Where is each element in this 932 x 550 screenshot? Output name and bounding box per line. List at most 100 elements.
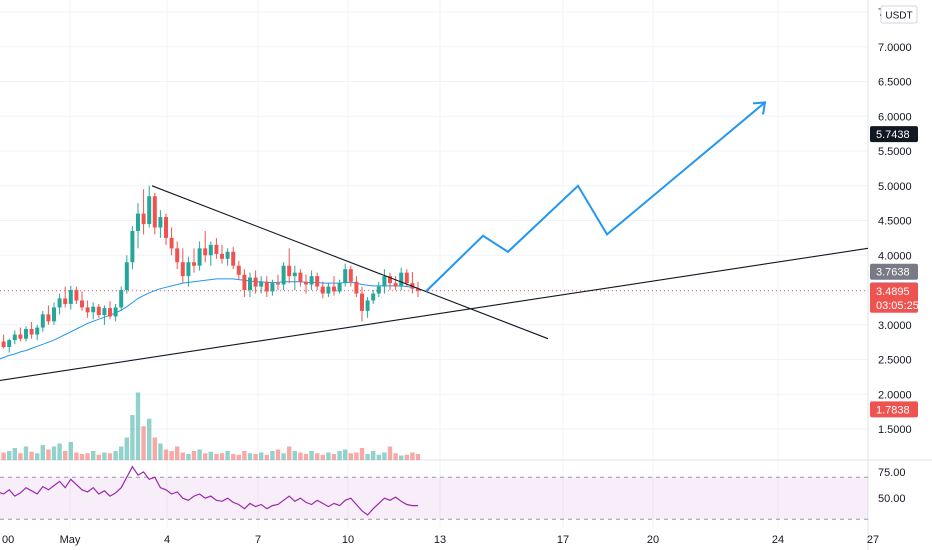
candle-body <box>365 300 370 311</box>
volume-bar <box>343 449 348 460</box>
candle-body <box>152 196 157 228</box>
volume-bar <box>348 453 353 460</box>
volume-bar <box>85 453 90 460</box>
candle-body <box>214 244 219 254</box>
volume-bar <box>35 453 40 460</box>
candle <box>164 213 168 245</box>
price-tick-label: 2.0000 <box>878 389 912 401</box>
rsi-panel <box>0 465 868 520</box>
candle-body <box>29 328 34 335</box>
volume-bar <box>399 455 404 460</box>
candle <box>197 241 202 271</box>
time-tick-label: May <box>60 534 81 546</box>
price-label-text: 1.7838 <box>876 404 910 416</box>
candle <box>371 290 376 304</box>
candle <box>337 279 342 294</box>
candle-body <box>63 298 68 304</box>
candle-body <box>416 288 420 291</box>
candle-body <box>136 213 140 231</box>
candle <box>175 241 180 270</box>
candle-body <box>225 251 230 259</box>
volume-bar <box>63 451 68 460</box>
candle-body <box>40 314 45 328</box>
candle <box>147 185 152 228</box>
candle-body <box>124 262 129 291</box>
countdown-label: 03:05:25 <box>876 300 919 312</box>
rsi-line <box>0 465 418 516</box>
volume-bar <box>253 454 258 460</box>
candle <box>343 263 348 287</box>
candle-body <box>158 217 163 228</box>
time-tick-label: 10 <box>342 534 354 546</box>
price-axis: 7.50007.00006.50006.00005.50005.00004.50… <box>878 7 912 505</box>
volume-bar <box>180 452 185 460</box>
volume-bar <box>236 454 241 460</box>
volume-bar <box>141 426 146 460</box>
volume-bar <box>147 418 152 460</box>
volume-bar <box>51 446 57 460</box>
candle-body <box>130 230 135 263</box>
candle <box>108 301 112 320</box>
volume-bar <box>191 451 197 460</box>
volume-bar <box>371 451 376 460</box>
candle <box>231 246 236 270</box>
rsi-tick-label: 75.00 <box>878 467 906 479</box>
volume-bar <box>292 451 297 460</box>
candle-body <box>264 281 269 292</box>
volume-bar <box>7 451 12 460</box>
candle <box>169 227 174 256</box>
candle <box>242 269 247 297</box>
candle-body <box>186 262 191 277</box>
candle <box>136 203 140 249</box>
volume-bar <box>197 449 202 460</box>
volume-bar <box>404 454 409 460</box>
candle <box>35 324 40 341</box>
candle-body <box>147 196 152 225</box>
price-tick-label: 6.0000 <box>878 111 912 123</box>
candle <box>298 269 303 287</box>
candle-body <box>57 298 62 308</box>
price-label: 3.7638 <box>870 263 918 280</box>
volume-bar <box>231 454 236 460</box>
volume-bar <box>303 454 309 460</box>
currency-label: USDT <box>885 11 912 22</box>
candle-body <box>1 341 6 348</box>
volume-bar <box>393 453 398 460</box>
candle-body <box>292 272 297 277</box>
candle-body <box>180 262 185 277</box>
volume-bar <box>287 446 292 460</box>
volume-bar <box>247 453 253 460</box>
candle <box>102 305 107 325</box>
candle-body <box>354 281 359 294</box>
rsi-tick-label: 50.00 <box>878 493 906 505</box>
candle <box>220 244 224 264</box>
candle <box>399 267 404 291</box>
price-tick-label: 5.0000 <box>878 181 912 193</box>
volume-bar <box>96 454 101 460</box>
candle <box>214 237 219 259</box>
candle-body <box>259 281 264 287</box>
price-label: 5.7438 <box>870 126 918 143</box>
candle <box>287 248 292 284</box>
candle <box>80 291 84 311</box>
volume-bar <box>113 451 118 460</box>
currency-badge[interactable]: USDT <box>880 5 918 24</box>
candle-body <box>102 308 107 316</box>
candle <box>46 305 51 325</box>
candle-body <box>281 265 286 285</box>
candle <box>85 300 90 318</box>
volume-bar <box>376 454 381 460</box>
volume-bar <box>309 451 314 460</box>
time-tick-label: 20 <box>647 534 659 546</box>
candle <box>1 334 6 349</box>
volume-bar <box>382 452 387 460</box>
candlesticks <box>1 185 420 353</box>
candle-body <box>248 277 252 291</box>
candle <box>40 310 45 332</box>
candle-body <box>231 251 236 266</box>
candle <box>281 262 286 291</box>
volume-bar <box>354 452 359 460</box>
price-label-bg <box>870 401 918 418</box>
